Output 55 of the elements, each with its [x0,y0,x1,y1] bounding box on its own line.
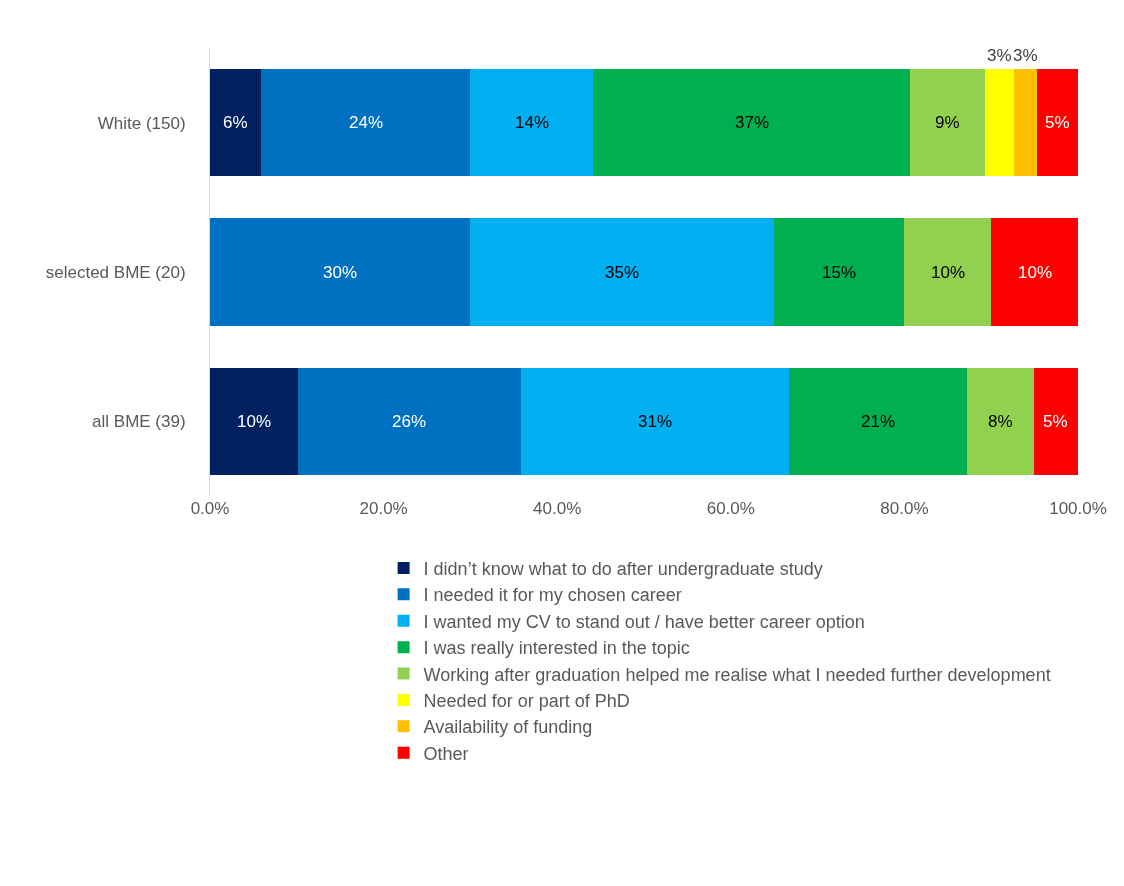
bar [910,68,986,177]
y-tick-label: all BME (39) [92,412,186,432]
legend-label: I wanted my CV to stand out / have better career option [423,611,865,632]
bar [210,367,298,476]
legend-label: I was really interested in the topic [423,638,690,659]
data-label: 6% [223,113,248,132]
data-label: 35% [605,263,640,282]
x-tick-label: 80.0% [880,499,929,518]
data-label: 31% [638,412,673,431]
bar [297,367,521,476]
bar [261,68,471,177]
bar [991,218,1078,326]
bar [774,218,905,326]
bar [592,68,911,177]
bar [985,68,1014,177]
x-tick-label: 0.0% [190,499,230,518]
bar [1037,68,1078,177]
x-tick-label: 20.0% [359,499,408,518]
data-label: 24% [349,113,384,132]
data-label: 15% [822,263,857,282]
y-tick-label: White (150) [97,113,186,133]
data-label: 37% [735,113,770,132]
x-tick-label: 60.0% [706,499,755,518]
legend-label: I needed it for my chosen career [423,585,682,606]
legend-label: I didn’t know what to do after undergraduate study [423,558,823,579]
data-label: 30% [323,263,358,282]
bar [210,68,262,177]
data-label: 10% [1018,263,1053,282]
y-tick-label: selected BME (20) [45,262,186,282]
bar [788,367,967,476]
data-label: 10% [237,412,272,431]
bar [520,367,789,476]
bar [1033,367,1078,476]
bar [470,218,775,326]
data-label: 3% [987,46,1012,65]
legend-label: Availability of funding [423,717,593,738]
legend-label: Working after graduation helped me realise what I needed further development [423,664,1051,685]
x-tick-label: 100.0% [1049,499,1107,518]
data-label: 8% [988,412,1013,431]
data-label: 3% [1013,46,1038,65]
legend-label: Other [423,743,469,764]
bar [1013,68,1038,177]
legend-label: Needed for or part of PhD [423,690,630,711]
bar [210,218,471,326]
data-label: 26% [392,412,427,431]
data-label: 5% [1045,113,1070,132]
data-label: 21% [861,412,896,431]
bar [966,367,1034,476]
data-label: 10% [931,263,966,282]
data-label: 5% [1043,412,1068,431]
bar [904,218,992,326]
bar [470,68,593,177]
data-label: 14% [515,113,550,132]
data-label: 9% [935,113,960,132]
x-tick-label: 40.0% [533,499,582,518]
